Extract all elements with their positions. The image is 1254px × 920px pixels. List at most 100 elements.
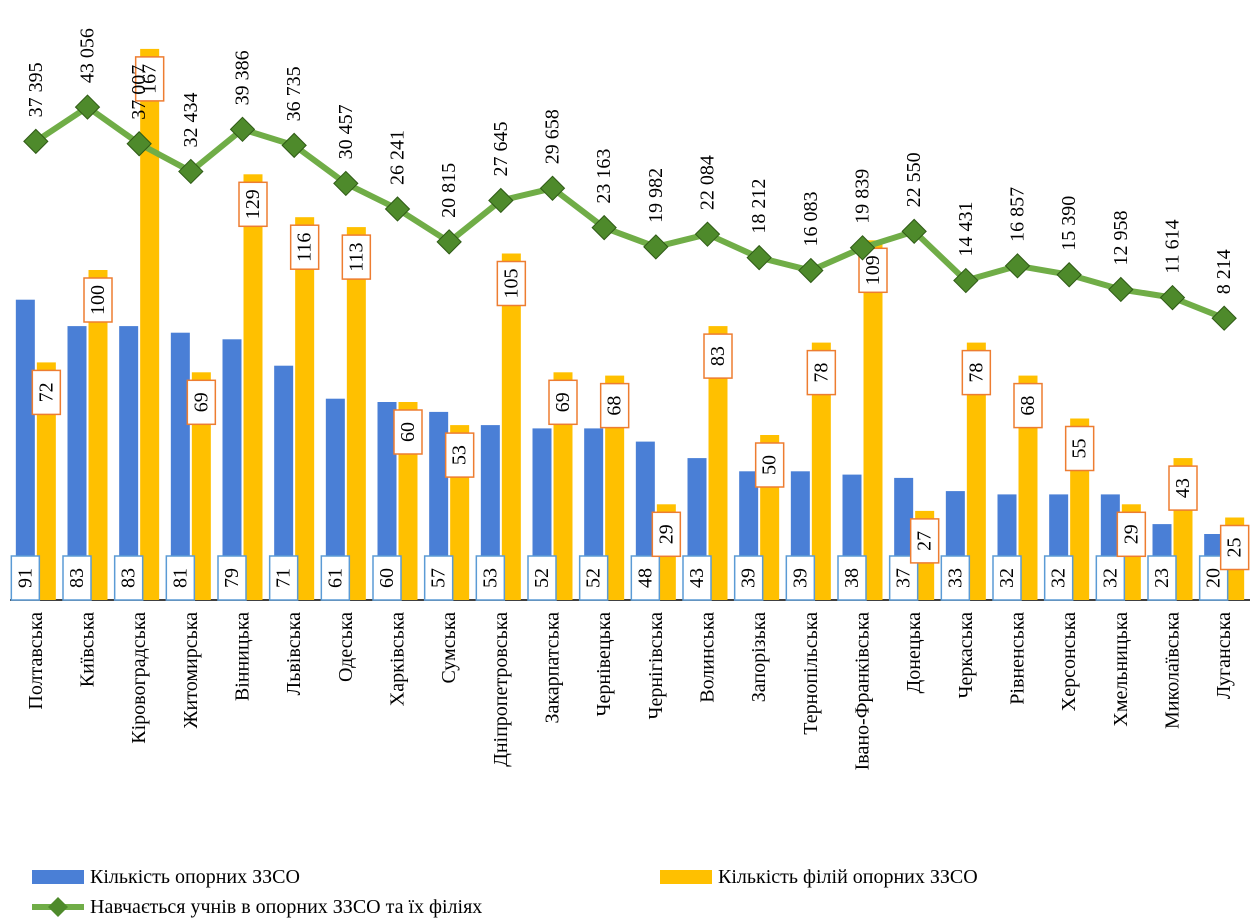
data-label-box (837, 555, 867, 601)
line-label: 22 550 (903, 152, 925, 207)
line-label: 39 386 (232, 50, 254, 105)
bar (222, 339, 242, 600)
bar (274, 365, 294, 600)
line-label: 36 735 (283, 66, 305, 121)
x-tick-label: Рівненська (1007, 612, 1029, 705)
line-marker (1056, 262, 1082, 288)
legend-swatch (660, 870, 712, 884)
data-label: 60 (376, 568, 398, 588)
line-marker (1211, 305, 1237, 331)
bar (170, 332, 190, 600)
data-label: 81 (169, 568, 191, 588)
x-tick-label: Житомирська (180, 612, 202, 728)
data-label: 43 (1172, 478, 1194, 498)
bar (863, 240, 883, 601)
x-tick-label: Хмельницька (1110, 612, 1132, 727)
data-label: 52 (583, 568, 605, 588)
data-label: 37 (893, 568, 915, 588)
data-label: 100 (87, 285, 109, 315)
x-tick-label: Луганська (1213, 612, 1235, 699)
line-label: 18 212 (748, 179, 770, 234)
data-label: 83 (707, 346, 729, 366)
bar (966, 342, 986, 600)
data-label-box (113, 555, 144, 601)
bar (605, 375, 625, 600)
x-tick-label: Херсонська (1058, 612, 1080, 711)
data-label: 116 (294, 233, 316, 262)
data-label: 43 (686, 568, 708, 588)
data-label-box (1147, 555, 1177, 601)
line-marker (901, 218, 927, 245)
line-label: 37 007 (128, 65, 150, 120)
data-label: 29 (655, 524, 677, 544)
data-label-box (62, 555, 92, 601)
data-label: 167 (139, 64, 161, 94)
data-label-box (630, 555, 661, 601)
x-tick-label: Запорізька (748, 612, 770, 702)
x-tick-label: Донецька (903, 612, 925, 693)
data-label: 129 (242, 189, 264, 219)
data-label: 91 (14, 568, 36, 588)
x-tick-label: Сумська (438, 612, 460, 684)
bar (377, 402, 397, 600)
line-label: 43 056 (77, 28, 99, 83)
x-tick-label: Чернігівська (645, 612, 667, 720)
x-tick-label: Кіровоградська (128, 612, 150, 744)
data-label: 72 (35, 382, 57, 402)
data-label: 52 (531, 568, 553, 588)
data-label-box (289, 224, 320, 270)
data-label: 69 (552, 392, 574, 412)
data-label-box (1013, 382, 1043, 429)
line-label: 19 839 (852, 169, 874, 224)
data-label-box (217, 555, 247, 601)
data-label: 71 (273, 568, 295, 588)
line-label: 16 083 (800, 192, 822, 247)
data-label: 50 (759, 455, 781, 475)
line-marker (591, 214, 617, 241)
bar (119, 326, 139, 600)
line-label: 16 857 (1007, 187, 1029, 242)
data-label: 20 (1203, 568, 1225, 588)
data-label-box (733, 555, 764, 601)
data-label: 39 (738, 568, 760, 588)
bar (140, 48, 160, 600)
data-label: 27 (914, 531, 936, 551)
x-tick-label: Львівська (283, 612, 305, 695)
data-label: 25 (1224, 538, 1246, 558)
line-label: 20 815 (438, 163, 460, 218)
data-label-box (940, 555, 971, 601)
line-label: 14 431 (955, 202, 977, 257)
legend-label: Навчається учнів в опорних ЗЗСО та їх фі… (90, 896, 482, 918)
line-marker (126, 131, 152, 157)
line-marker (798, 257, 824, 284)
data-label-box (268, 555, 299, 601)
line-label: 30 457 (335, 104, 357, 159)
data-label-box (961, 349, 992, 396)
data-label: 53 (449, 445, 471, 465)
data-label: 78 (810, 363, 832, 383)
data-label-box (527, 555, 557, 601)
line-label: 15 390 (1058, 196, 1080, 251)
data-label: 83 (118, 568, 140, 588)
x-tick-label: Вінницька (232, 612, 254, 701)
line-label: 12 958 (1110, 210, 1132, 265)
line-label: 23 163 (593, 149, 615, 204)
data-label: 32 (1048, 568, 1070, 588)
data-label: 38 (841, 568, 863, 588)
bar (553, 372, 573, 600)
data-label-box (651, 511, 682, 558)
data-label-box (1043, 555, 1074, 601)
data-label-box (754, 442, 785, 488)
data-label: 55 (1069, 439, 1091, 459)
data-label: 23 (1151, 568, 1173, 588)
bar (191, 372, 211, 600)
data-label-box (1168, 465, 1198, 511)
line-label: 11 614 (1162, 219, 1184, 273)
data-label-box (165, 555, 196, 601)
line-marker (384, 196, 411, 222)
x-tick-label: Івано-Франківська (852, 612, 874, 770)
line (34, 104, 1226, 322)
line-label: 27 645 (490, 121, 512, 176)
data-label-box (806, 349, 837, 396)
line-marker (746, 244, 772, 271)
